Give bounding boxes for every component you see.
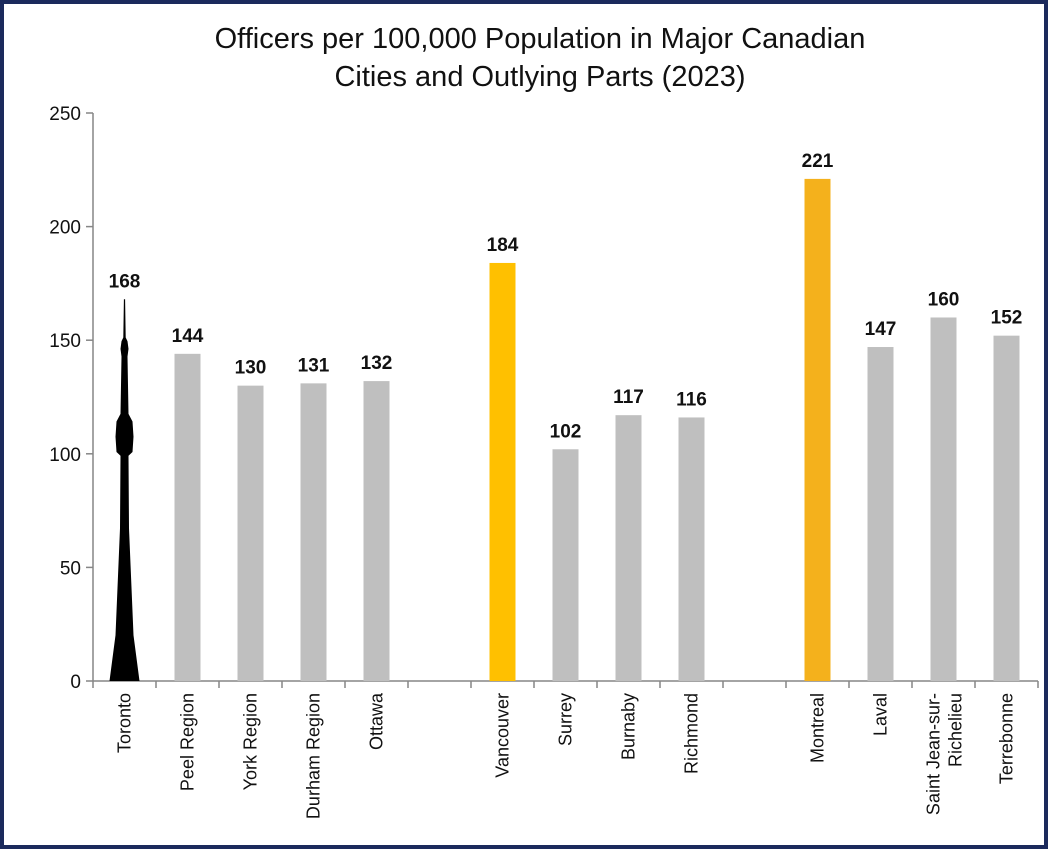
x-tick-label: Saint Jean-sur- Richelieu bbox=[924, 693, 966, 815]
value-label: 160 bbox=[928, 289, 960, 310]
y-tick-label: 50 bbox=[60, 558, 81, 579]
value-label: 131 bbox=[298, 355, 330, 376]
x-tick-label: Burnaby bbox=[619, 693, 639, 760]
bar bbox=[237, 385, 264, 681]
bar bbox=[678, 417, 705, 681]
x-tick-label: Terrebonne bbox=[997, 693, 1017, 784]
value-label: 221 bbox=[802, 151, 834, 172]
x-tick-label: Surrey bbox=[556, 693, 576, 746]
y-tick-label: 100 bbox=[49, 445, 81, 466]
value-label: 144 bbox=[172, 326, 204, 347]
y-tick-label: 250 bbox=[49, 104, 81, 125]
bar bbox=[489, 262, 516, 681]
bar bbox=[804, 178, 831, 681]
x-tick-label: Durham Region bbox=[304, 693, 324, 819]
bar bbox=[109, 299, 140, 681]
bar bbox=[867, 347, 894, 681]
x-tick-label: Richmond bbox=[682, 693, 702, 774]
x-tick-label: Ottawa bbox=[367, 692, 387, 750]
bar bbox=[615, 415, 642, 681]
x-tick-label: Laval bbox=[871, 693, 891, 736]
x-tick-label: York Region bbox=[241, 693, 261, 790]
value-label: 132 bbox=[361, 353, 393, 374]
chart-title: Officers per 100,000 Population in Major… bbox=[215, 23, 866, 55]
x-tick-label: Vancouver bbox=[493, 693, 513, 778]
value-label: 117 bbox=[613, 387, 644, 408]
y-tick-label: 150 bbox=[49, 331, 81, 352]
x-tick-label: Peel Region bbox=[178, 693, 198, 791]
value-label: 184 bbox=[487, 235, 519, 256]
bar bbox=[552, 449, 579, 681]
bar bbox=[993, 335, 1020, 681]
bar bbox=[300, 383, 327, 681]
value-label: 116 bbox=[676, 389, 707, 410]
x-tick-label: Montreal bbox=[808, 693, 828, 763]
x-tick-label: Toronto bbox=[115, 693, 135, 753]
y-tick-label: 0 bbox=[70, 672, 81, 693]
bar bbox=[174, 353, 201, 681]
value-label: 168 bbox=[109, 271, 141, 292]
value-label: 102 bbox=[550, 421, 582, 442]
bar bbox=[930, 317, 957, 681]
value-label: 152 bbox=[991, 308, 1023, 329]
y-tick-label: 200 bbox=[49, 218, 81, 239]
value-label: 130 bbox=[235, 358, 267, 379]
value-label: 147 bbox=[865, 319, 897, 340]
chart-title: Cities and Outlying Parts (2023) bbox=[334, 61, 745, 93]
bar bbox=[363, 381, 390, 681]
